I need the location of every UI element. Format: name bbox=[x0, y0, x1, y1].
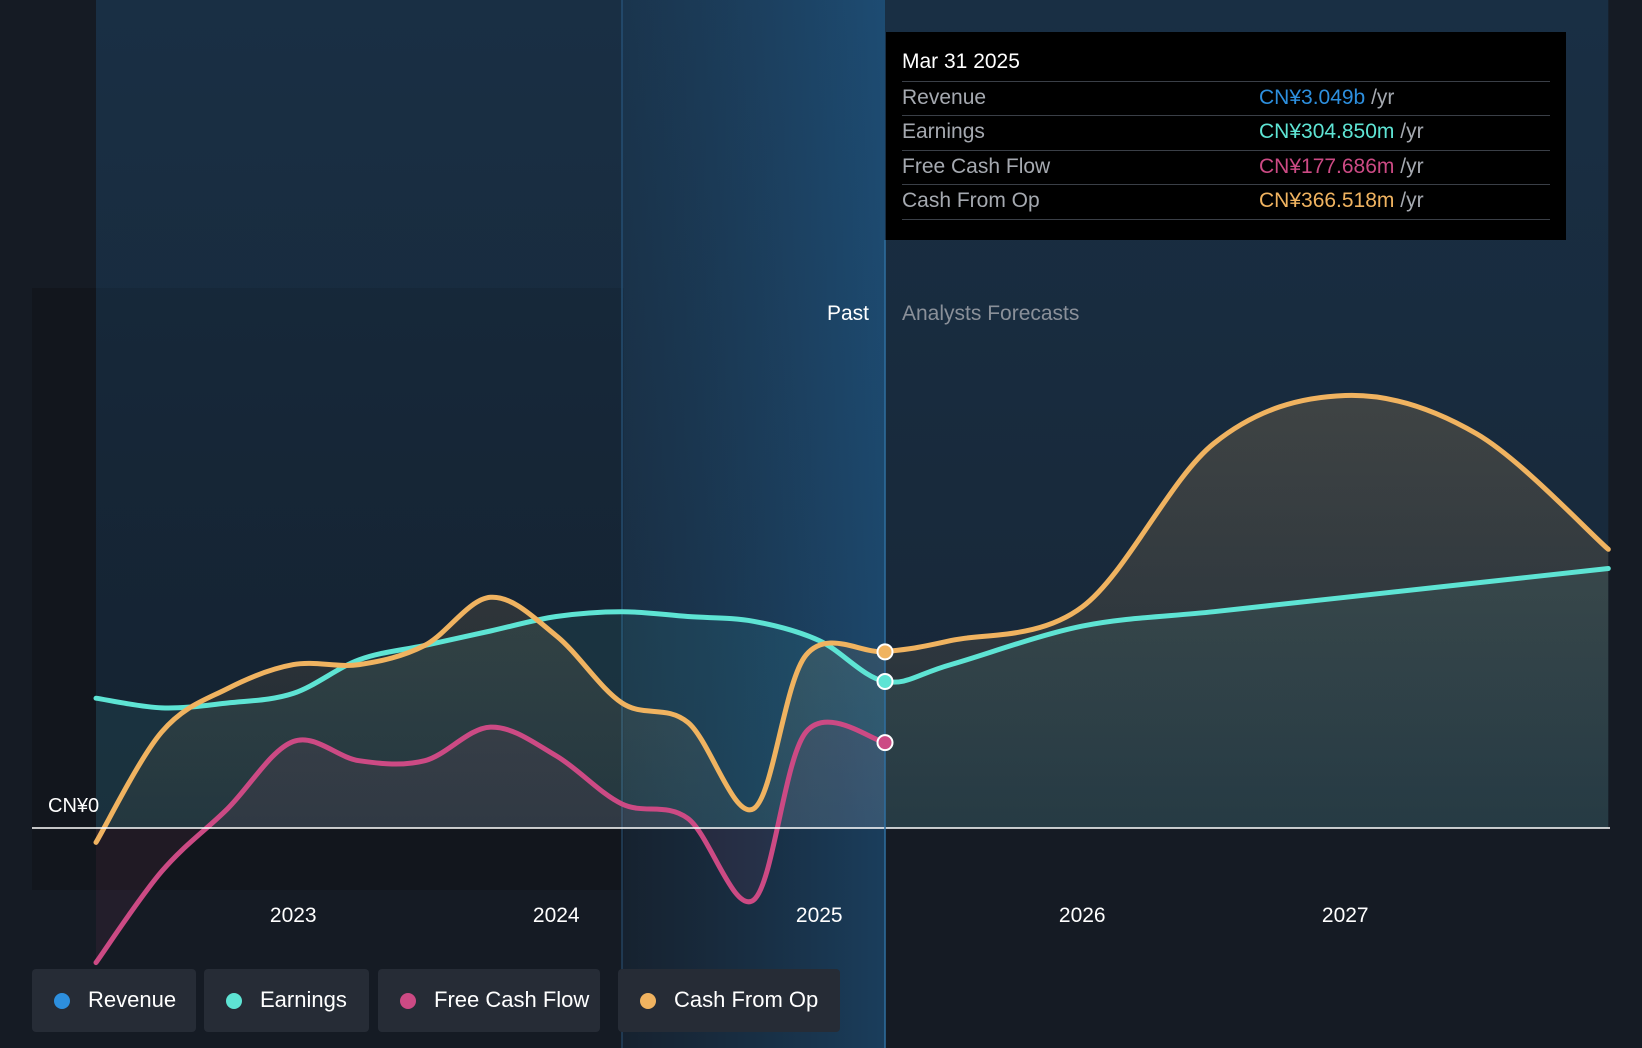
tooltip-value-text: CN¥177.686m bbox=[1259, 155, 1395, 178]
past-label: Past bbox=[827, 302, 869, 325]
y-axis-labels: CN¥5bCN¥0-CN¥500m bbox=[48, 795, 99, 817]
legend-dot-icon bbox=[226, 993, 242, 1009]
y-tick-label: CN¥0 bbox=[48, 795, 99, 817]
x-tick-label: 2027 bbox=[1322, 904, 1369, 927]
tooltip-row-earnings: Earnings CN¥304.850m /yr bbox=[902, 115, 1550, 150]
legend-dot-icon bbox=[640, 993, 656, 1009]
tooltip-value-text: CN¥304.850m bbox=[1259, 120, 1395, 143]
x-tick-label: 2026 bbox=[1059, 904, 1106, 927]
legend-dot-icon bbox=[54, 993, 70, 1009]
tooltip-label: Cash From Op bbox=[902, 189, 1040, 212]
x-tick-label: 2025 bbox=[796, 904, 843, 927]
tooltip-value: CN¥3.049b /yr bbox=[1259, 86, 1394, 110]
legend-dot-icon bbox=[400, 993, 416, 1009]
legend-item-free-cash-flow[interactable]: Free Cash Flow bbox=[378, 969, 600, 1032]
earnings-line[interactable] bbox=[93, 566, 1611, 711]
tooltip-unit: /yr bbox=[1371, 86, 1395, 109]
tooltip-value-text: CN¥366.518m bbox=[1259, 189, 1395, 212]
x-axis-labels: 2023 2024 2025 2026 2027 bbox=[270, 904, 1369, 927]
tooltip-date: Mar 31 2025 bbox=[902, 50, 1020, 73]
earnings-highlight-point[interactable] bbox=[876, 672, 894, 690]
cash-from-op-highlight-point[interactable] bbox=[876, 643, 894, 661]
legend-item-earnings[interactable]: Earnings bbox=[204, 969, 369, 1032]
tooltip-value: CN¥366.518m /yr bbox=[1259, 189, 1424, 213]
tooltip-row-free-cash-flow: Free Cash Flow CN¥177.686m /yr bbox=[902, 150, 1550, 185]
legend-label: Revenue bbox=[88, 987, 177, 1012]
cash-from-op-line[interactable] bbox=[93, 392, 1611, 845]
tooltip-panel: Mar 31 2025 Revenue CN¥3.049b /yr Earnin… bbox=[886, 32, 1566, 240]
tooltip-value: CN¥177.686m /yr bbox=[1259, 155, 1424, 179]
tooltip-value: CN¥304.850m /yr bbox=[1259, 120, 1424, 144]
tooltip-row-revenue: Revenue CN¥3.049b /yr bbox=[902, 81, 1550, 116]
tooltip-label: Free Cash Flow bbox=[902, 155, 1051, 178]
tooltip-label: Revenue bbox=[902, 86, 987, 109]
tooltip-unit: /yr bbox=[1400, 155, 1424, 178]
tooltip-unit: /yr bbox=[1400, 120, 1424, 143]
forecast-label: Analysts Forecasts bbox=[902, 302, 1079, 325]
legend-item-revenue[interactable]: Revenue bbox=[32, 969, 196, 1032]
x-tick-label: 2023 bbox=[270, 904, 317, 927]
series-lines bbox=[93, 392, 1611, 966]
tooltip-row-cash-from-op: Cash From Op CN¥366.518m /yr bbox=[902, 184, 1550, 220]
tooltip-label: Earnings bbox=[902, 120, 985, 143]
legend-label: Cash From Op bbox=[674, 987, 819, 1012]
x-tick-label: 2024 bbox=[533, 904, 580, 927]
tooltip-value-text: CN¥3.049b bbox=[1259, 86, 1366, 109]
free-cash-flow-highlight-point[interactable] bbox=[876, 734, 894, 752]
highlight-points bbox=[876, 643, 894, 752]
tooltip-unit: /yr bbox=[1400, 189, 1424, 212]
legend-item-cash-from-op[interactable]: Cash From Op bbox=[618, 969, 840, 1032]
free-cash-flow-line[interactable] bbox=[93, 719, 888, 966]
legend-label: Earnings bbox=[260, 987, 347, 1012]
legend-label: Free Cash Flow bbox=[434, 987, 590, 1012]
